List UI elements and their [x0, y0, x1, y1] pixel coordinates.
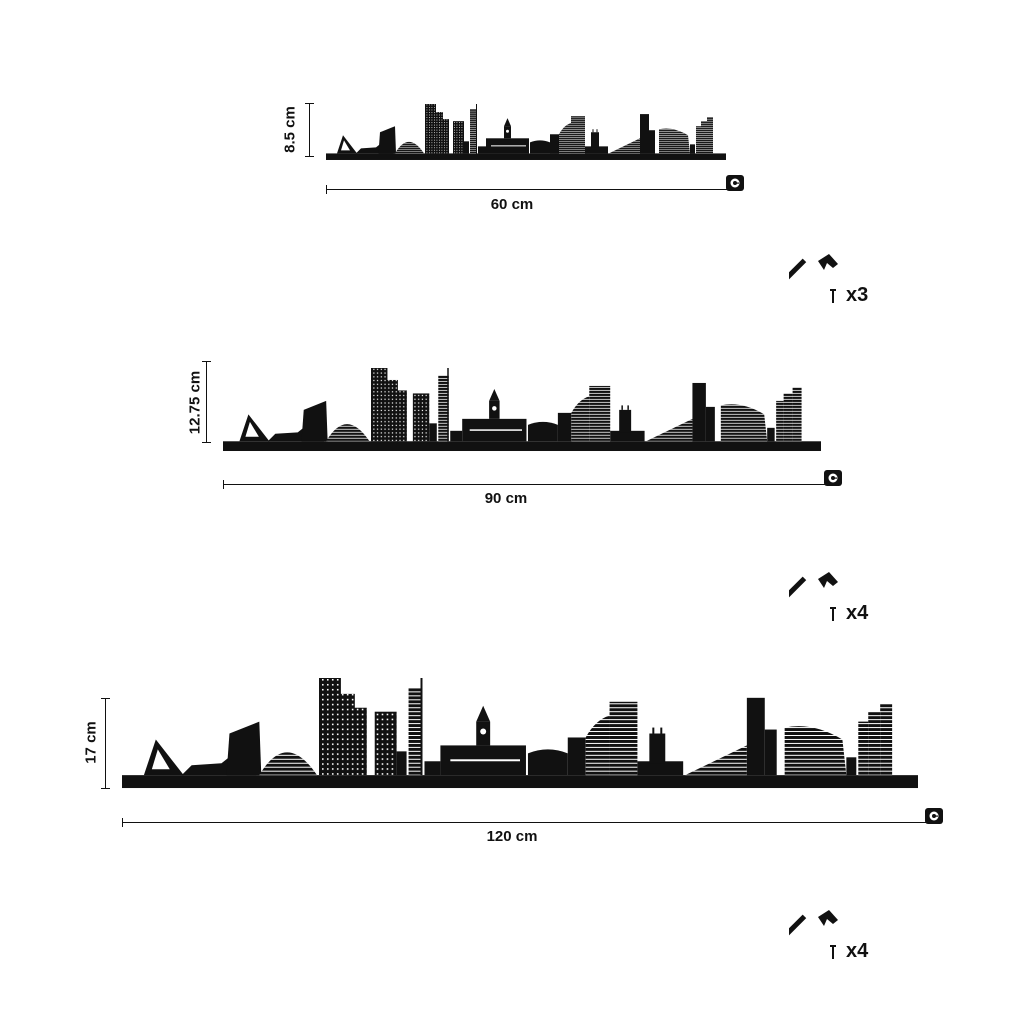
width-label-60: 60 cm [490, 196, 534, 213]
height-label-90: 12.75 cm [186, 370, 204, 435]
mounting-hardware-2: x4 [789, 572, 889, 632]
skyline-120cm [122, 678, 918, 792]
width-dimension-line-60 [326, 185, 728, 194]
height-label-60: 8.5 cm [281, 106, 299, 153]
mounting-hardware-1: x3 [789, 254, 889, 314]
skyline-90cm [223, 368, 821, 454]
height-dimension-line-120 [101, 698, 110, 789]
nail-icon [830, 289, 836, 303]
skyline-60cm [326, 104, 726, 162]
height-dimension-line-60 [305, 103, 314, 157]
nail-count-3: x4 [846, 940, 869, 962]
nail-count-2: x4 [846, 602, 869, 624]
tape-measure-icon [925, 808, 943, 824]
width-dimension-line-120 [122, 818, 928, 827]
tape-measure-icon [726, 175, 744, 191]
nail-icon [830, 607, 836, 621]
height-label-120: 17 cm [82, 721, 100, 764]
height-dimension-line-90 [202, 361, 211, 443]
width-label-90: 90 cm [484, 490, 528, 507]
width-label-120: 120 cm [486, 828, 538, 845]
width-dimension-line-90 [223, 480, 826, 489]
nail-count-1: x3 [846, 284, 869, 306]
tape-measure-icon [824, 470, 842, 486]
mounting-hardware-3: x4 [789, 910, 889, 970]
nail-icon [830, 945, 836, 959]
